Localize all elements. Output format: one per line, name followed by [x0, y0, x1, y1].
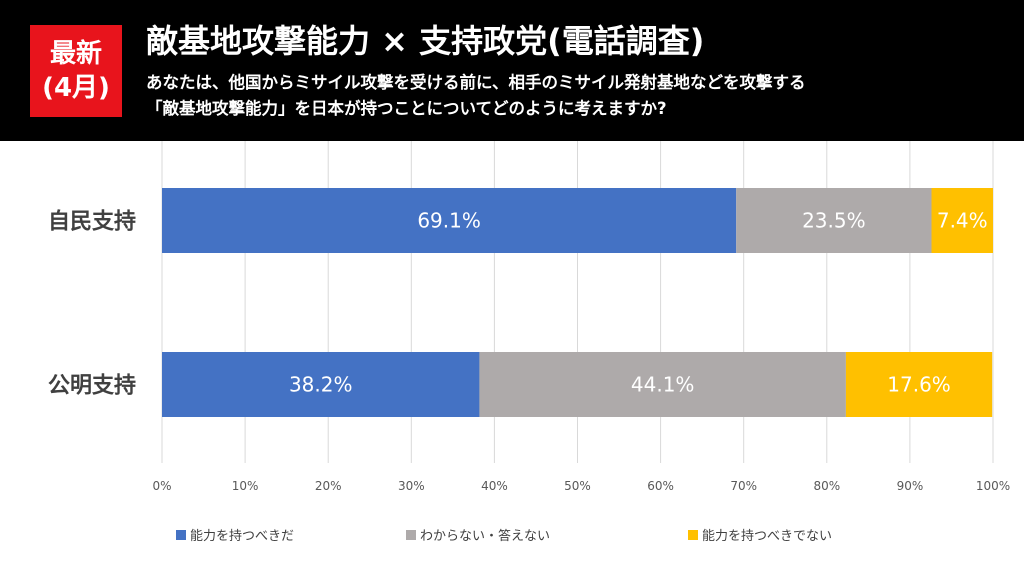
x-tick-label: 80% [813, 479, 840, 493]
badge-month-label: (4月) [42, 73, 110, 103]
bar-segment [931, 188, 993, 253]
bar-segment [162, 352, 480, 417]
legend-label: わからない・答えない [420, 528, 550, 544]
x-tick-label: 90% [897, 479, 924, 493]
x-tick-label: 100% [976, 479, 1010, 493]
bar-segment [479, 352, 846, 417]
category-label: 公明支持 [48, 374, 136, 399]
data-label: 23.5% [802, 209, 866, 233]
legend-swatch [176, 530, 186, 540]
x-tick-label: 30% [398, 479, 425, 493]
data-label: 38.2% [289, 373, 353, 397]
legend-label: 能力を持つべきでない [702, 529, 832, 544]
latest-badge: 最新 (4月) [30, 25, 122, 117]
legend-swatch [406, 530, 416, 540]
x-tick-label: 70% [730, 479, 757, 493]
bar-segment [736, 188, 932, 253]
x-tick-label: 20% [315, 479, 342, 493]
data-label: 69.1% [417, 209, 481, 233]
survey-question: あなたは、他国からミサイル攻撃を受ける前に、相手のミサイル発射基地などを攻撃する… [146, 70, 806, 122]
data-label: 17.6% [887, 373, 951, 397]
x-axis-ticks: 0% 10% 20% 30% 40% 50% 60% 70% 80% 90% 100% [152, 479, 1010, 493]
data-label: 44.1% [631, 373, 695, 397]
legend-swatch [688, 530, 698, 540]
badge-latest-label: 最新 [49, 39, 102, 69]
bars: 69.1% 23.5% 7.4% 38.2% 44.1% 17.6% [162, 188, 993, 417]
x-tick-label: 50% [564, 479, 591, 493]
bar-segment [845, 352, 993, 417]
legend-label: 能力を持つべきだ [190, 529, 294, 544]
data-label: 7.4% [937, 209, 988, 233]
bar-segment [162, 188, 737, 253]
page-title: 敵基地攻撃能力 × 支持政党(電話調査) [146, 22, 705, 60]
category-label: 自民支持 [48, 209, 136, 235]
question-line-2: 「敵基地攻撃能力」を日本が持つことについてどのように考えますか? [146, 99, 667, 118]
x-tick-label: 40% [481, 479, 508, 493]
x-tick-label: 60% [647, 479, 674, 493]
x-tick-label: 0% [152, 479, 171, 493]
header-banner: 最新 (4月) 敵基地攻撃能力 × 支持政党(電話調査) あなたは、他国からミサ… [0, 0, 1024, 141]
legend: 能力を持つべきだ わからない・答えない 能力を持つべきでない [176, 528, 832, 544]
x-tick-label: 10% [232, 479, 259, 493]
question-line-1: あなたは、他国からミサイル攻撃を受ける前に、相手のミサイル発射基地などを攻撃する [146, 73, 806, 92]
